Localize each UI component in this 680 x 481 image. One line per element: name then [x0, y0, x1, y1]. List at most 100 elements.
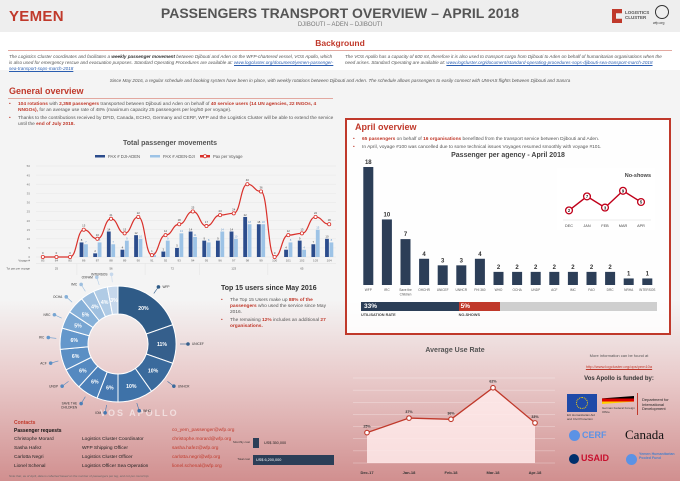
total-cost-label: Total cost [237, 457, 250, 461]
bar-value: 10 [139, 235, 143, 239]
bar-value: 9 [167, 236, 169, 240]
y-tick-label: 20 [27, 219, 31, 223]
pax-per-voyage-point [204, 224, 209, 229]
agency-label: WFP [365, 288, 372, 292]
ship-name: VOS APOLLO [100, 408, 179, 418]
pax-per-voyage-point [190, 209, 195, 214]
divider [8, 50, 672, 51]
agency-bar [456, 265, 467, 285]
bar-value: 1 [153, 251, 155, 255]
bar-value: 9 [299, 236, 301, 240]
wfp-logo-text: wfp.org [653, 21, 665, 25]
point-value: 12 [164, 229, 168, 233]
contact-email[interactable]: sasha.hafez@wfp.org [172, 446, 219, 451]
bar-aden-dji [193, 236, 197, 257]
bar-value: 9 [217, 236, 219, 240]
voyage-number: 90 [137, 259, 141, 263]
noshows-value: 9 [622, 189, 625, 194]
point-value: 40 [246, 178, 250, 182]
text: The VOS Apollo has a capacity of 600 mt,… [345, 54, 662, 65]
use-rate-value: 62% [489, 380, 497, 384]
point-value: 18 [178, 218, 182, 222]
month-label: December 2017 [47, 275, 67, 276]
bar-dji-aden [284, 249, 288, 257]
wfp-logo-icon [655, 5, 669, 19]
text-bold: weekly passenger movement [111, 54, 175, 59]
bar-dji-aden [256, 224, 261, 257]
top15-title: Top 15 users since May 2016 [221, 285, 317, 292]
voyage-number: 93 [178, 259, 182, 263]
agency-label: DRC [607, 288, 615, 292]
y-tick-label: 30 [27, 201, 31, 205]
agency-bar [605, 271, 616, 285]
pax-per-voyage-point [299, 231, 304, 236]
noshows-point [564, 206, 574, 215]
contact-email[interactable]: christophe.morard@wfp.org [172, 437, 232, 442]
voyage-number: 89 [123, 259, 127, 263]
bar-value: 22 [244, 213, 248, 217]
passenger-requests-email[interactable]: co_yem_passenger@wfp.org [172, 428, 235, 433]
y-tick-label: 25 [27, 210, 31, 214]
sops-djibouti-link[interactable]: www.logcluster.org/document/standard-ope… [446, 60, 653, 65]
agency-bar-value: 10 [384, 212, 391, 218]
agency-label: UNDP [531, 288, 540, 292]
contact-email[interactable]: lionel.schenal@wfp.org [172, 464, 222, 469]
more-info-link[interactable]: http://www.logcluster.org/ops/yem10a [585, 364, 653, 369]
donut-leader-dot [137, 408, 142, 413]
noshows-month: DEC [565, 224, 573, 228]
donut-leader-dot [48, 361, 53, 365]
funded-by-title: Vos Apollo is funded by: [584, 376, 654, 382]
april-overview-panel: April overview 65 passengers on behalf o… [345, 118, 671, 335]
text: between Djibouti and Aden on the WFP-cha… [9, 54, 333, 65]
contact-name: Lionel Schenal [14, 464, 46, 469]
point-value: 18 [328, 218, 332, 222]
funder-yhpf: Yemen Humanitarian Pooled Fund [639, 452, 675, 461]
voyage-number: 84 [55, 259, 59, 263]
agency-bar-value: 2 [553, 265, 557, 271]
noshows-month: JAN [583, 224, 590, 228]
bar-dji-aden [93, 253, 98, 257]
total-cost-value: US$ 6,200,000 [256, 458, 282, 462]
agency-bar [549, 271, 560, 285]
bar-value: 18 [257, 220, 261, 224]
top15-donut-chart: 20% WFP 11% UNICEF 10% UNHCR 10% WHO 6% IOM 6% SAVE… [39, 272, 204, 415]
donut-label: UNHCR [178, 384, 190, 388]
bar-aden-dji [124, 240, 129, 257]
bar-value: 8 [99, 238, 101, 242]
contact-role: Logistics Cluster Officer [82, 455, 133, 460]
month-label: March 2018 [226, 275, 241, 276]
agency-bar-value: 2 [534, 265, 538, 271]
bar-value: 8 [331, 238, 333, 242]
general-overview-title: General overview [9, 86, 84, 96]
donut-slice-value: 10% [126, 384, 137, 390]
text: 40 service users (14 UN agencies, 22 ING… [18, 102, 317, 113]
logistics-cluster-logo-text: LOGISTICS CLUSTER [625, 10, 650, 20]
point-value: 36 [259, 185, 263, 189]
country-title: YEMEN [9, 8, 64, 25]
noshows-chart: 2 DEC 7 JAN 3 FEB 9 MAR 5 APR [563, 186, 651, 228]
donut-label: OCHA [53, 295, 63, 299]
pax-per-voyage-point [163, 233, 168, 238]
donut-slice-value: 5% [82, 312, 90, 318]
pax-per-voyage-point [218, 213, 223, 218]
use-rate-value: 25% [363, 425, 371, 429]
bar-aden-dji [97, 242, 102, 257]
text: with [47, 102, 60, 107]
bar-aden-dji [220, 231, 225, 257]
text: The Top 15 Users make up [230, 298, 289, 303]
agency-bar-value: 2 [590, 265, 594, 271]
un-emblem-icon [569, 430, 580, 441]
header: YEMEN PASSENGERS TRANSPORT OVERVIEW – AP… [0, 0, 680, 32]
contact-name: Christophe Morard [14, 437, 54, 442]
sops-link[interactable]: www.logcluster.org/document/yemen-passen… [9, 60, 334, 71]
text: 65 passengers [362, 137, 396, 142]
bar-dji-aden [134, 235, 138, 257]
contact-email[interactable]: carlotta.negri@wfp.org [172, 455, 221, 460]
y-tick-label: 50 [27, 164, 31, 168]
pax-per-voyage-point [149, 253, 154, 258]
voyage-number: 99 [259, 259, 263, 263]
agency-bar [642, 278, 653, 285]
donut-leader-dot [103, 411, 107, 415]
use-rate-point [490, 384, 496, 391]
donut-leader-dot [94, 275, 99, 280]
